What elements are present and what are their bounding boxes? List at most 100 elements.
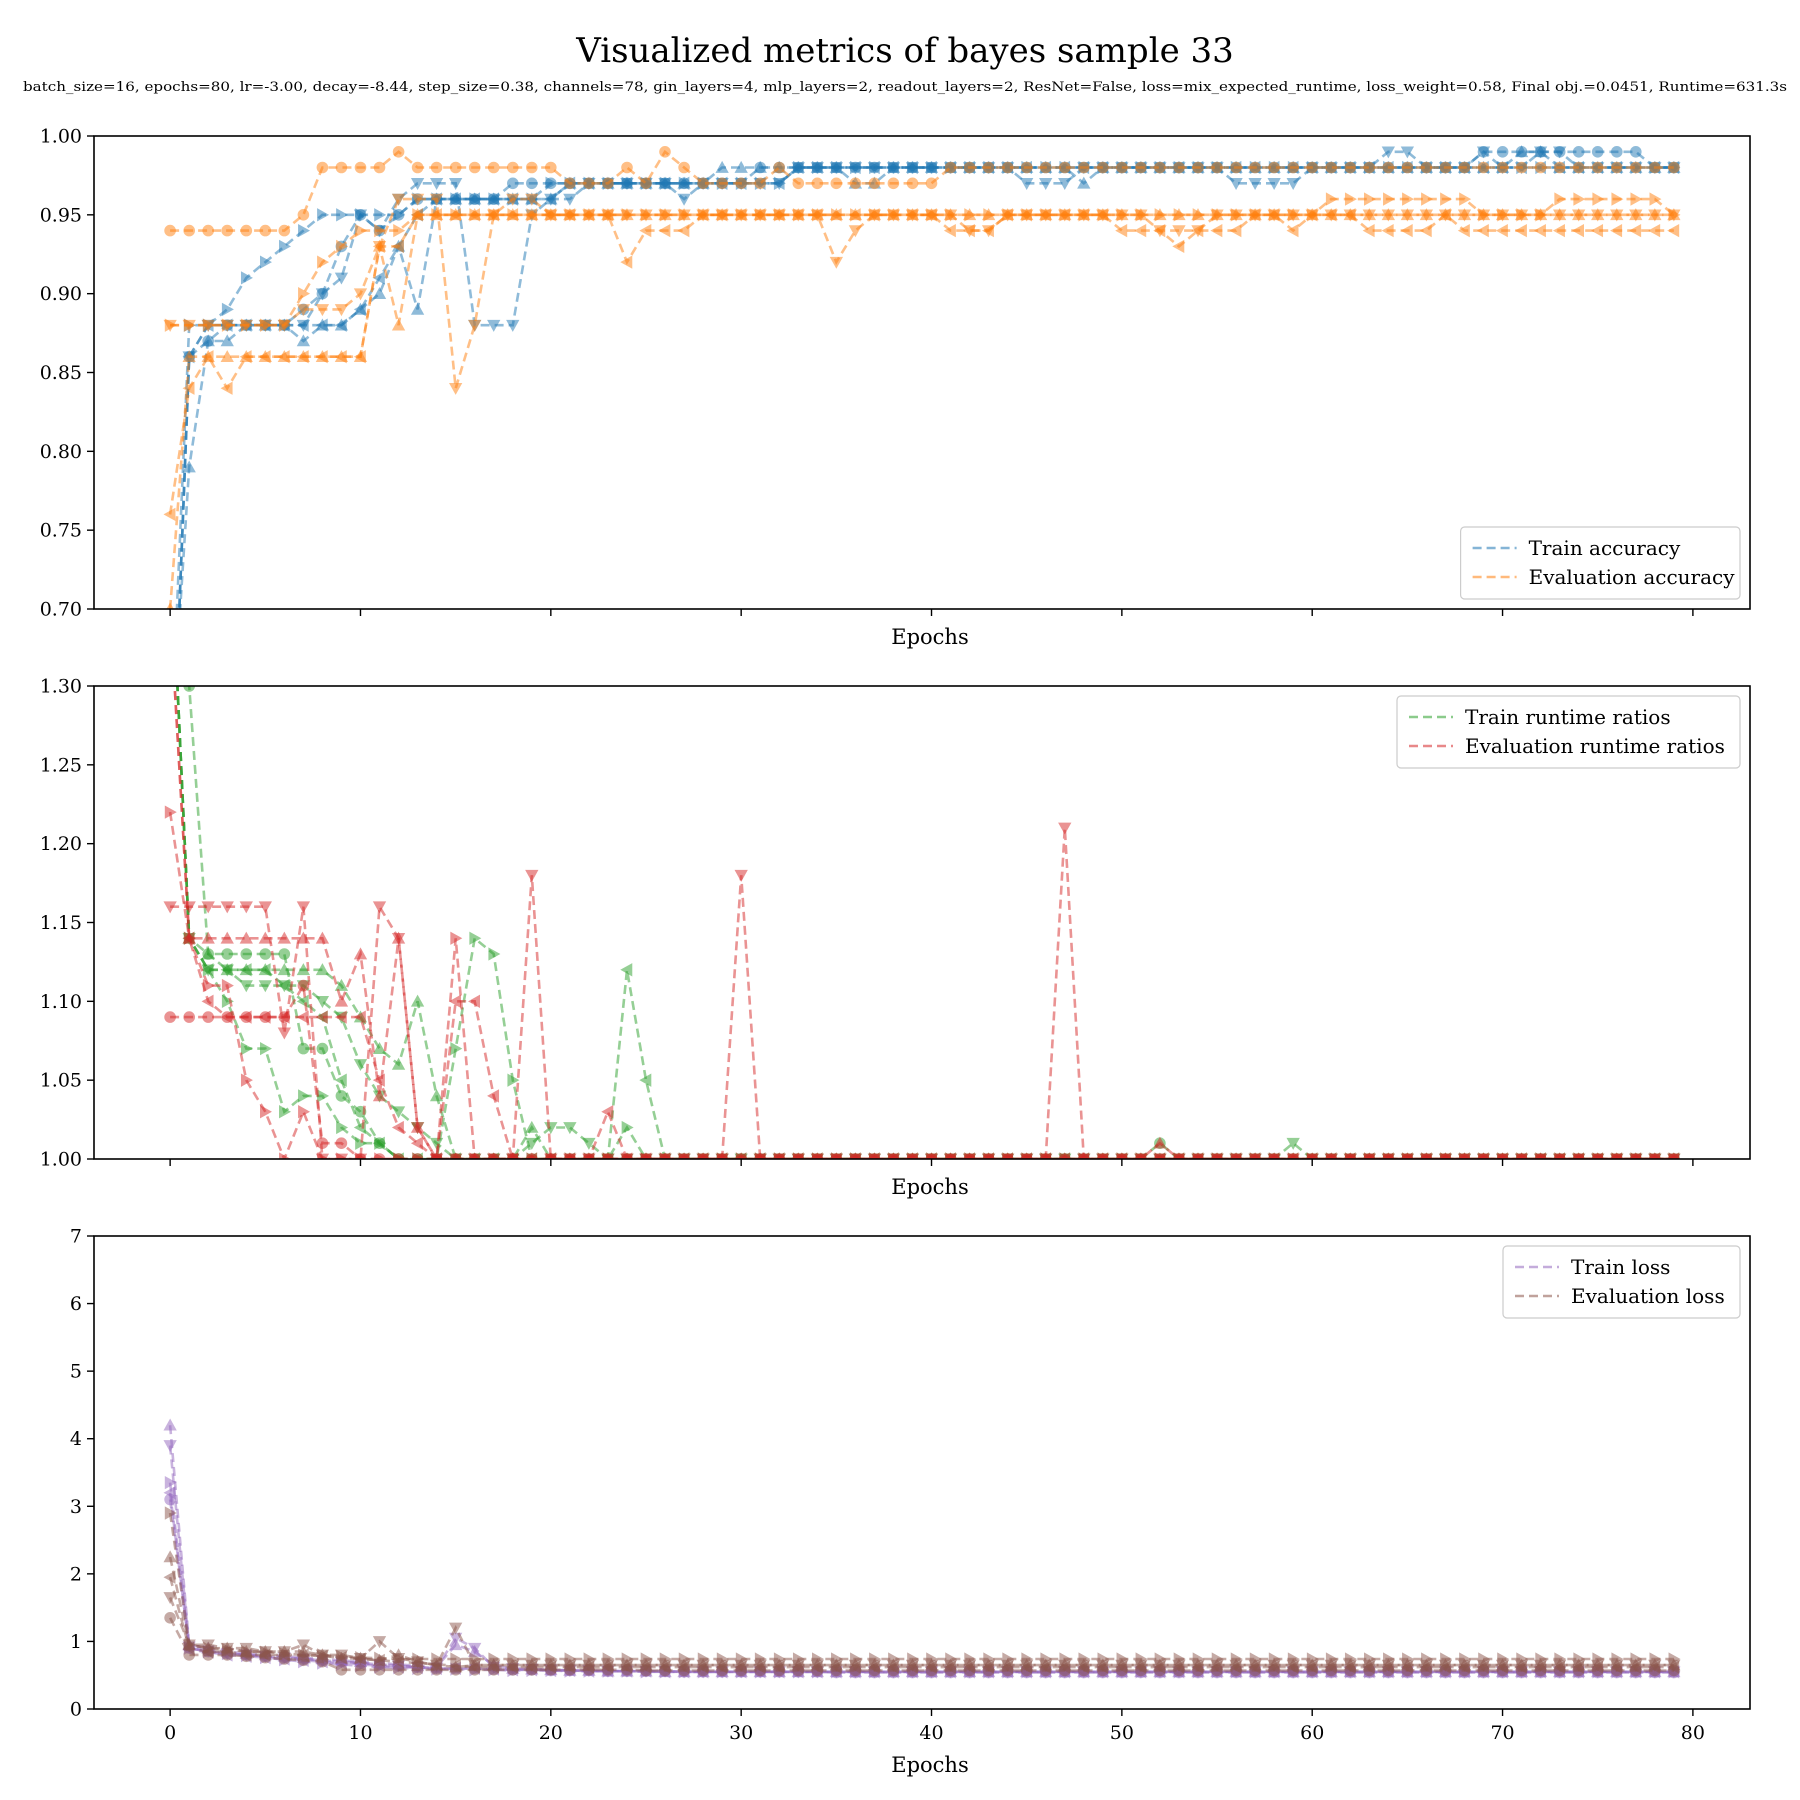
- data-point: [163, 1418, 177, 1431]
- data-point: [296, 334, 311, 347]
- data-point: [734, 869, 748, 882]
- data-point: [279, 239, 291, 254]
- data-point: [220, 1010, 233, 1024]
- data-point: [488, 947, 501, 961]
- legend-box: [1396, 695, 1741, 769]
- data-point: [1439, 161, 1452, 174]
- data-point: [336, 1152, 349, 1159]
- data-point: [754, 208, 767, 222]
- data-point: [278, 224, 291, 237]
- data-point: [639, 1660, 652, 1674]
- data-point: [564, 1652, 577, 1666]
- data-point: [258, 931, 272, 944]
- data-point: [239, 963, 252, 977]
- data-point: [1515, 161, 1528, 174]
- data-point: [811, 160, 824, 175]
- data-point: [1078, 1652, 1091, 1666]
- data-point: [1020, 1660, 1033, 1674]
- data-point: [1116, 208, 1129, 222]
- data-point: [1153, 1660, 1166, 1674]
- x-tick-label: 0: [164, 1722, 176, 1744]
- y-tick-label: 0.90: [40, 283, 82, 305]
- data-point: [1611, 192, 1624, 206]
- data-point: [582, 1660, 595, 1674]
- data-point: [334, 978, 349, 991]
- data-point: [526, 208, 539, 222]
- data-point: [678, 1652, 691, 1666]
- data-point: [697, 1152, 710, 1159]
- data-point: [298, 1648, 311, 1662]
- data-point: [1362, 223, 1375, 238]
- data-point: [905, 1660, 918, 1674]
- data-point: [1249, 1652, 1262, 1666]
- data-point: [1173, 1652, 1186, 1666]
- data-point: [1553, 161, 1566, 174]
- data-point: [545, 161, 557, 174]
- data-point: [1400, 1660, 1413, 1674]
- data-point: [1192, 1152, 1205, 1159]
- data-point: [1192, 1652, 1205, 1666]
- data-point: [1535, 1652, 1548, 1666]
- data-point: [926, 208, 939, 222]
- data-point: [163, 760, 176, 772]
- data-point: [1249, 1152, 1262, 1159]
- data-point: [410, 1122, 425, 1135]
- data-point: [336, 239, 349, 254]
- data-point: [1230, 208, 1243, 222]
- data-point: [639, 1073, 652, 1087]
- data-point: [239, 901, 253, 914]
- legend-label: Train runtime ratios: [1465, 705, 1671, 729]
- data-point: [1020, 161, 1033, 174]
- data-point: [372, 271, 385, 285]
- data-point: [353, 288, 368, 301]
- y-tick-label: 1.00: [40, 1149, 82, 1171]
- data-point: [317, 255, 330, 269]
- data-point: [869, 160, 882, 175]
- series-2-1: [163, 1506, 1681, 1677]
- data-point: [1459, 1152, 1472, 1159]
- data-point: [1191, 223, 1204, 238]
- data-point: [1381, 146, 1395, 159]
- data-point: [259, 255, 272, 269]
- data-point: [429, 1137, 444, 1150]
- data-point: [831, 208, 843, 222]
- data-point: [449, 382, 463, 395]
- data-point: [410, 177, 425, 190]
- legend-label: Train loss: [1571, 1255, 1670, 1279]
- data-point: [1478, 208, 1491, 222]
- data-point: [488, 1152, 501, 1159]
- x-tick-label: 50: [1110, 1722, 1134, 1744]
- y-tick-label: 1.05: [40, 1070, 82, 1092]
- data-point: [639, 223, 652, 238]
- data-point: [1381, 1660, 1394, 1674]
- data-point: [1002, 1152, 1015, 1159]
- data-point: [411, 161, 424, 174]
- data-point: [315, 318, 328, 332]
- data-point: [945, 1152, 958, 1159]
- data-point: [221, 318, 234, 332]
- data-point: [220, 350, 234, 363]
- data-point: [1173, 161, 1185, 174]
- data-point: [924, 1660, 937, 1674]
- data-point: [1268, 208, 1281, 222]
- data-point: [277, 350, 290, 364]
- data-point: [1306, 1652, 1319, 1666]
- data-point: [907, 208, 920, 222]
- data-point: [182, 350, 196, 363]
- data-point: [259, 318, 272, 332]
- data-point: [372, 1089, 387, 1102]
- legend: Train runtime ratios Evaluation runtime r…: [1396, 695, 1741, 769]
- data-point: [753, 1660, 766, 1674]
- data-point: [1134, 223, 1147, 238]
- data-point: [1229, 177, 1243, 190]
- y-tick-label: 2: [70, 1563, 82, 1585]
- data-point: [1230, 1152, 1243, 1159]
- data-point: [1039, 177, 1053, 190]
- data-point: [677, 193, 691, 206]
- data-point: [278, 948, 291, 960]
- data-point: [1039, 1660, 1052, 1674]
- data-point: [1497, 1652, 1510, 1666]
- data-point: [1610, 223, 1623, 238]
- legend-label: Train accuracy: [1529, 536, 1681, 560]
- series-line: [168, 1492, 1674, 1674]
